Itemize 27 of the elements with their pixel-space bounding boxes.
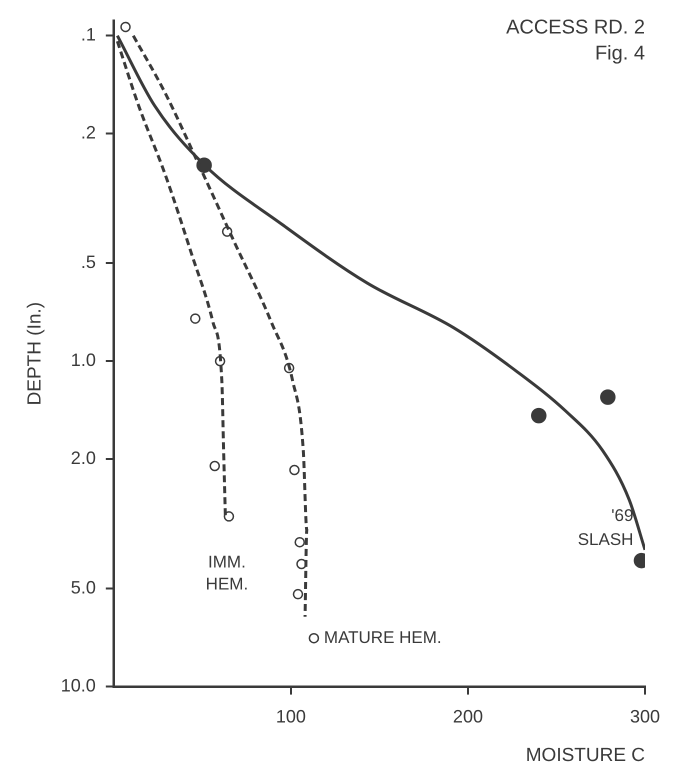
- text: Fig. 4: [594, 42, 645, 65]
- point: [600, 389, 616, 405]
- chart-title: ACCESS RD. 2: [506, 16, 645, 39]
- point: [294, 536, 305, 548]
- series-label: MATURE HEM.: [324, 628, 442, 647]
- y-tick-label: 2.0: [70, 448, 96, 468]
- point: [190, 313, 201, 324]
- text: IMM. HEM.: [206, 552, 248, 594]
- x-tick-label: 200: [452, 706, 483, 726]
- y-axis-title: DEPTH (In.): [24, 302, 46, 406]
- point: [224, 511, 234, 522]
- point: [289, 464, 300, 476]
- y-tick-label: 5.0: [70, 578, 96, 598]
- x-tick-label: 300: [630, 706, 660, 726]
- point: [120, 22, 131, 32]
- point: [308, 632, 320, 644]
- point: [531, 408, 547, 424]
- y-tick-label: .1: [80, 24, 96, 45]
- point: [292, 588, 304, 600]
- point: [210, 460, 220, 472]
- y-tick-label: .5: [80, 252, 96, 272]
- y-tick-label: 1.0: [70, 350, 96, 370]
- y-tick-label: .2: [80, 122, 96, 143]
- series-label: '69 SLASH: [578, 506, 634, 549]
- x-tick-label: 100: [276, 706, 306, 726]
- x-axis-title: MOISTURE C: [526, 744, 645, 766]
- y-tick-label: 10.0: [60, 676, 96, 696]
